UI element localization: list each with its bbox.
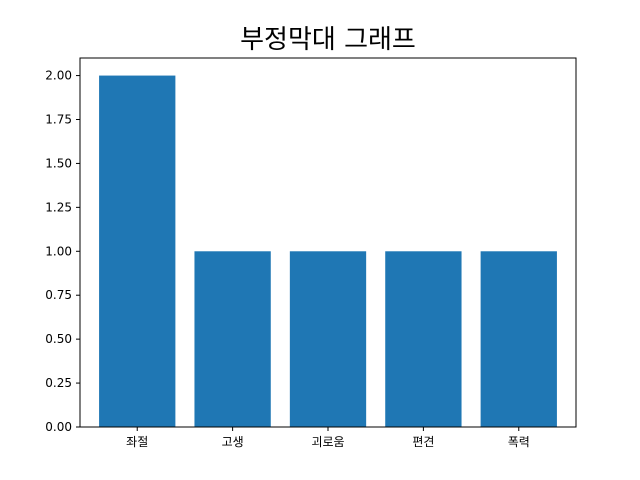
y-tick-label: 1.75: [45, 113, 72, 127]
y-axis: 0.00 0.25 0.50 0.75 1.00 1.25 1.50 1.75 2.00: [45, 69, 80, 434]
y-tick-label: 1.25: [45, 200, 72, 214]
bar-1: [99, 75, 176, 428]
y-tick-label: 0.00: [45, 420, 72, 434]
bar-2: [194, 251, 271, 427]
x-tick-label: 고생: [222, 435, 244, 449]
x-tick-label: 괴로움: [311, 435, 344, 449]
bar-5: [480, 251, 557, 427]
x-tick-label: 편견: [412, 435, 434, 449]
x-axis: 좌절 고생 괴로움 편견 폭력: [126, 427, 530, 449]
y-tick-label: 2.00: [45, 69, 72, 83]
x-tick-label: 폭력: [508, 435, 530, 449]
bar-3: [289, 251, 367, 427]
y-tick-label: 1.00: [45, 244, 72, 258]
y-tick-label: 0.25: [45, 376, 72, 390]
bars-layer: [99, 75, 557, 428]
bar-4: [385, 251, 462, 427]
chart-title: 부정막대 그래프: [240, 25, 416, 55]
y-tick-label: 1.50: [45, 156, 72, 170]
plot-frame: [79, 57, 577, 428]
y-tick-label: 0.50: [45, 332, 72, 346]
x-tick-label: 좌절: [126, 435, 148, 449]
y-tick-label: 0.75: [45, 288, 72, 302]
